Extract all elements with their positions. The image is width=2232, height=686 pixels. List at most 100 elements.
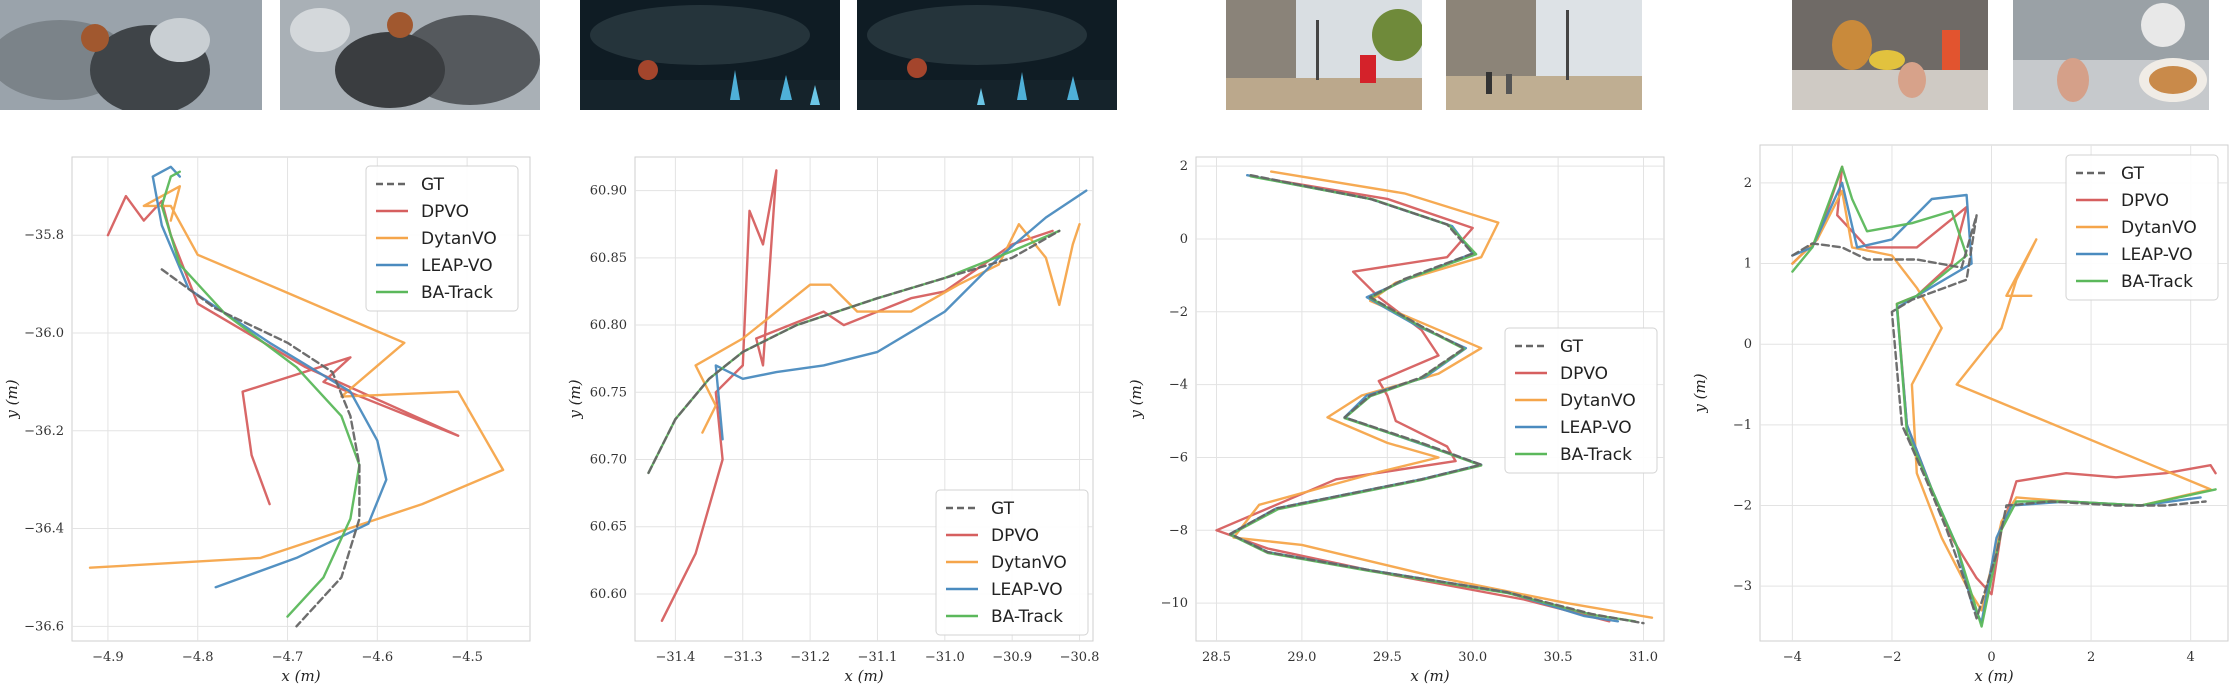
y-tick-label: −36.6	[24, 619, 64, 634]
y-tick-label: −2	[1733, 499, 1752, 514]
x-tick-label: 28.5	[1202, 650, 1231, 665]
y-tick-label: 0	[1744, 337, 1752, 352]
y-tick-label: −36.2	[24, 424, 64, 439]
y-tick-label: −3	[1733, 579, 1752, 594]
legend-label: LEAP-VO	[1560, 418, 1632, 438]
series-dpvo-line	[660, 169, 1054, 622]
legend-label: GT	[421, 175, 445, 195]
y-tick-label: 60.75	[590, 385, 627, 400]
y-axis-label: y (m)	[1127, 379, 1145, 419]
x-tick-label: −30.8	[1060, 650, 1100, 665]
y-tick-label: −4	[1169, 378, 1188, 393]
series-gt-line	[1229, 174, 1645, 625]
legend-label: DPVO	[421, 202, 469, 222]
series-gt-line	[647, 229, 1061, 475]
x-axis-label: x (m)	[281, 667, 320, 685]
y-axis-label: y (m)	[1691, 373, 1709, 413]
legend-label: DytanVO	[1560, 391, 1636, 411]
x-tick-label: −4.6	[362, 650, 394, 665]
y-tick-label: 60.85	[590, 251, 627, 266]
x-tick-label: −2	[1882, 650, 1901, 665]
x-tick-label: −30.9	[992, 650, 1032, 665]
y-axis-label: y (m)	[566, 379, 584, 419]
x-tick-label: −31.2	[790, 650, 830, 665]
legend-label: DPVO	[991, 526, 1039, 546]
y-tick-label: 60.60	[590, 587, 627, 602]
legend-label: LEAP-VO	[991, 580, 1063, 600]
series-dytanvo-line	[1791, 189, 2212, 612]
x-tick-label: 30.5	[1544, 650, 1573, 665]
legend-box	[2065, 154, 2219, 301]
street-frame-2	[1446, 0, 1642, 110]
y-tick-label: −1	[1733, 418, 1752, 433]
x-tick-label: 2	[2087, 650, 2095, 665]
x-tick-label: 0	[1987, 650, 1995, 665]
y-tick-label: 2	[1744, 176, 1752, 191]
x-tick-label: 30.0	[1458, 650, 1487, 665]
chart-1: −4.9 −4.8 −4.7 −4.6 −4.5 −36.6 −36.4 −36.2 −36.0…	[3, 156, 531, 685]
legend: GT DPVO DytanVO LEAP-VO BA-Track	[2065, 154, 2219, 301]
x-axis-label: x (m)	[1410, 667, 1449, 685]
y-tick-label: 1	[1744, 257, 1752, 272]
kitchen-frame-1	[1792, 0, 1988, 110]
legend: GT DPVO DytanVO LEAP-VO BA-Track	[935, 489, 1089, 636]
series-ba-track-line	[160, 170, 361, 618]
x-tick-label: −4	[1783, 650, 1802, 665]
smoke-fight-frame-2	[280, 0, 540, 110]
series-gt-line	[160, 268, 361, 628]
series-dytanvo-line	[1232, 170, 1654, 619]
y-tick-label: −6	[1169, 450, 1188, 465]
x-tick-label: −4.8	[182, 650, 214, 665]
chart-2: −31.4 −31.3 −31.2 −31.1 −31.0 −30.9 −30.8 60.60…	[566, 156, 1100, 685]
legend-label: DytanVO	[991, 553, 1067, 573]
legend-label: GT	[2121, 164, 2145, 184]
series-leap-vo-line	[714, 189, 1088, 441]
legend-label: LEAP-VO	[421, 256, 493, 276]
series-dytanvo-line	[694, 223, 1081, 434]
series-dpvo-line	[1215, 177, 1611, 623]
legend-box	[935, 489, 1089, 636]
y-tick-label: 60.80	[590, 318, 627, 333]
x-tick-label: −31.4	[655, 650, 695, 665]
chart-3: 28.5 29.0 29.5 30.0 30.5 31.0 −10 −8 −6 −4 −2 0 2 x (…	[1127, 156, 1665, 685]
series-dytanvo-line	[88, 185, 505, 569]
y-tick-label: −35.8	[24, 228, 64, 243]
y-axis-label: y (m)	[3, 379, 21, 419]
legend-box	[365, 165, 519, 312]
x-tick-label: 4	[2187, 650, 2195, 665]
x-tick-label: −4.9	[92, 650, 124, 665]
legend-label: DPVO	[2121, 191, 2169, 211]
x-tick-label: 29.0	[1287, 650, 1316, 665]
x-tick-label: 29.5	[1373, 650, 1402, 665]
legend-label: LEAP-VO	[2121, 245, 2193, 265]
x-tick-label: 31.0	[1629, 650, 1658, 665]
chart-4: −4 −2 0 2 4 −3 −2 −1 0 1 2 x (m) y (m) GT DPVO DytanVO L…	[1691, 144, 2229, 685]
legend-label: BA-Track	[991, 607, 1063, 627]
legend-label: DytanVO	[2121, 218, 2197, 238]
series-dpvo-line	[106, 194, 460, 506]
legend-label: GT	[1560, 337, 1584, 357]
y-tick-label: −36.4	[24, 522, 64, 537]
cave-frame-2	[857, 0, 1117, 110]
x-tick-label: −31.3	[723, 650, 763, 665]
series-gt-line	[1791, 214, 2207, 620]
y-tick-label: −36.0	[24, 326, 64, 341]
series-ba-track-line	[1791, 165, 2217, 628]
x-tick-label: −4.7	[272, 650, 304, 665]
legend-label: BA-Track	[421, 283, 493, 303]
street-frame-1	[1226, 0, 1422, 110]
kitchen-frame-2	[2013, 0, 2209, 110]
y-tick-label: −10	[1161, 596, 1188, 611]
legend: GT DPVO DytanVO LEAP-VO BA-Track	[1504, 327, 1658, 474]
x-axis-label: x (m)	[1974, 667, 2013, 685]
y-tick-label: 60.70	[590, 453, 627, 468]
y-tick-label: 60.90	[590, 184, 627, 199]
y-tick-label: 60.65	[590, 520, 627, 535]
legend-label: DytanVO	[421, 229, 497, 249]
legend-label: BA-Track	[2121, 272, 2193, 292]
cave-frame-1	[580, 0, 840, 110]
legend-label: GT	[991, 499, 1015, 519]
legend-label: BA-Track	[1560, 445, 1632, 465]
y-tick-label: 2	[1180, 159, 1188, 174]
